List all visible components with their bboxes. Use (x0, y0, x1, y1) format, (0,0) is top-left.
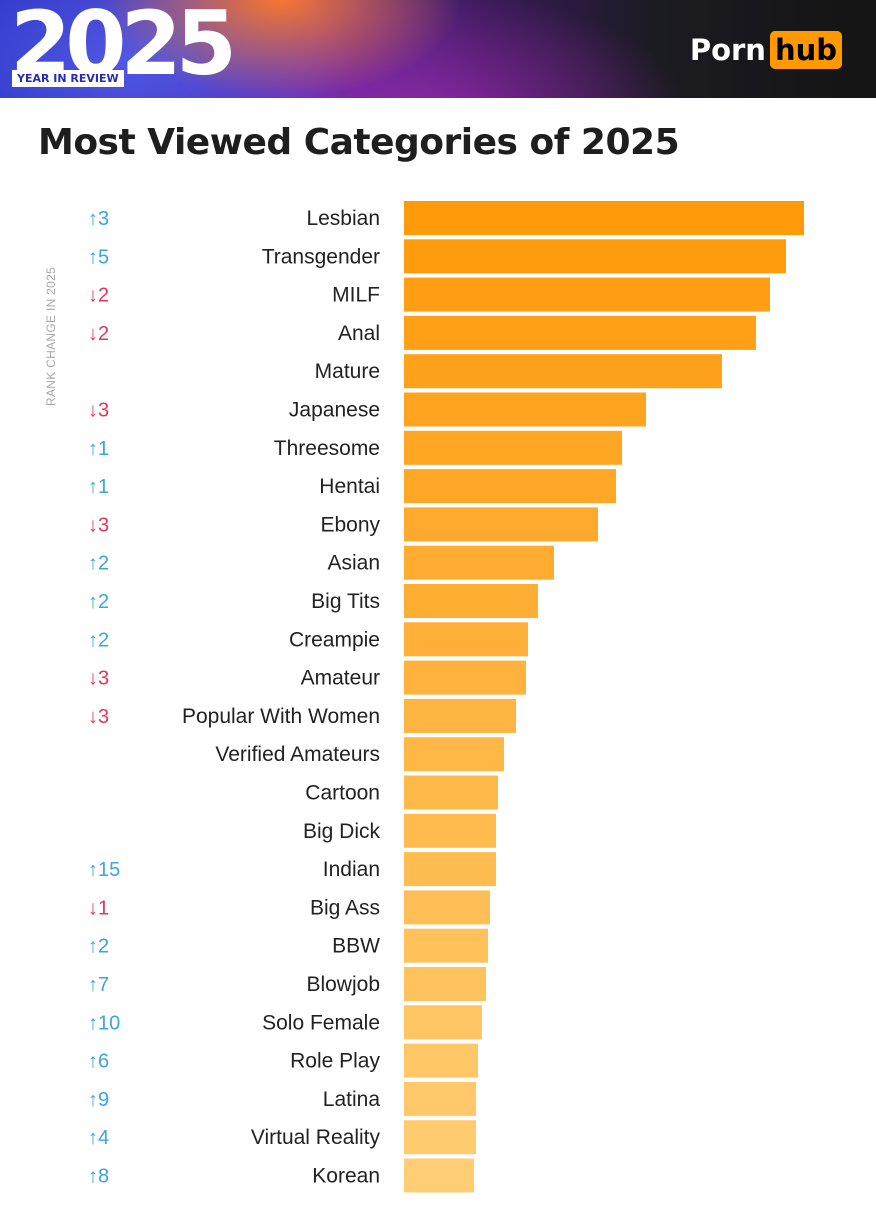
bar-solo-female (404, 1005, 482, 1040)
bar-popular-with-women (404, 698, 516, 733)
bar-amateur (404, 660, 526, 695)
category-label: Asian (327, 552, 380, 575)
category-label: Hentai (319, 475, 380, 498)
rank-change-label: ↓2 (88, 285, 109, 307)
category-label: Cartoon (305, 782, 380, 805)
bar-mature (404, 354, 722, 389)
category-label: Amateur (301, 667, 380, 690)
bar-virtual-reality (404, 1120, 476, 1155)
bar-indian (404, 852, 496, 887)
rank-change-label: ↓3 (88, 706, 109, 728)
rank-change-label: ↑2 (88, 936, 109, 958)
bar-creampie (404, 622, 528, 657)
rank-change-label: ↓2 (88, 323, 109, 345)
rank-change-label: ↑1 (88, 476, 109, 498)
rank-change-label: ↑3 (88, 208, 109, 230)
category-label: Ebony (320, 513, 380, 536)
bar-korean (404, 1158, 474, 1193)
bar-blowjob (404, 967, 486, 1001)
bar-latina (404, 1081, 476, 1116)
bar-threesome (404, 430, 622, 465)
category-label: Anal (338, 322, 380, 345)
bar-japanese (404, 392, 646, 427)
chart-title: Most Viewed Categories of 2025 (38, 122, 680, 163)
rank-change-label: ↑8 (88, 1166, 109, 1188)
banner-subtitle: YEAR IN REVIEW (12, 70, 124, 87)
rank-change-label: ↑2 (88, 553, 109, 575)
category-label: Creampie (289, 628, 380, 651)
category-label: Big Ass (310, 896, 380, 919)
category-label: Popular With Women (182, 705, 380, 728)
category-label: BBW (332, 935, 380, 958)
category-label: Lesbian (306, 207, 380, 230)
category-label: Threesome (274, 437, 380, 460)
rank-change-label: ↓3 (88, 514, 109, 536)
rank-change-label: ↓3 (88, 400, 109, 422)
rank-change-label: ↑4 (88, 1127, 109, 1149)
category-label: MILF (332, 284, 380, 307)
category-label: Solo Female (262, 1011, 380, 1034)
rank-change-label: ↑9 (88, 1089, 109, 1111)
rank-change-label: ↑10 (88, 1012, 120, 1034)
rank-change-label: ↑2 (88, 591, 109, 613)
category-label: Virtual Reality (251, 1126, 381, 1149)
bar-verified-amateurs (404, 737, 504, 772)
bar-role-play (404, 1043, 478, 1078)
rank-change-label: ↑5 (88, 246, 109, 268)
rank-change-label: ↑2 (88, 629, 109, 651)
category-label: Big Dick (303, 820, 381, 843)
category-label: Transgender (262, 245, 380, 268)
logo-text-right: hub (769, 31, 842, 69)
category-label: Role Play (290, 1050, 380, 1073)
category-label: Big Tits (311, 590, 380, 613)
bar-milf (404, 277, 770, 312)
bar-bbw (404, 928, 488, 963)
rank-change-label: ↑15 (88, 859, 120, 881)
category-label: Indian (323, 858, 380, 881)
bar-hentai (404, 469, 616, 504)
category-label: Latina (323, 1088, 381, 1111)
bar-asian (404, 545, 554, 580)
category-label: Korean (312, 1165, 380, 1188)
category-label: Mature (315, 360, 380, 383)
bar-big-ass (404, 890, 490, 925)
category-label: Japanese (289, 399, 380, 422)
rank-change-label: ↑6 (88, 1051, 109, 1073)
rank-change-label: ↓3 (88, 668, 109, 690)
bar-transgender (404, 239, 786, 274)
bar-lesbian (404, 201, 804, 235)
category-label: Verified Amateurs (215, 743, 380, 766)
bar-big-tits (404, 584, 538, 618)
brand-logo[interactable]: Porn hub (690, 30, 842, 70)
rank-change-label: ↑7 (88, 974, 109, 996)
bar-anal (404, 315, 756, 350)
logo-text-left: Porn (689, 33, 766, 67)
rank-change-label: ↓1 (88, 897, 109, 919)
bar-big-dick (404, 813, 496, 848)
category-label: Blowjob (306, 973, 380, 996)
bar-ebony (404, 507, 598, 542)
header-banner: 2025 YEAR IN REVIEW Porn hub (0, 0, 876, 98)
rank-change-label: ↑1 (88, 438, 109, 460)
bar-cartoon (404, 775, 498, 810)
